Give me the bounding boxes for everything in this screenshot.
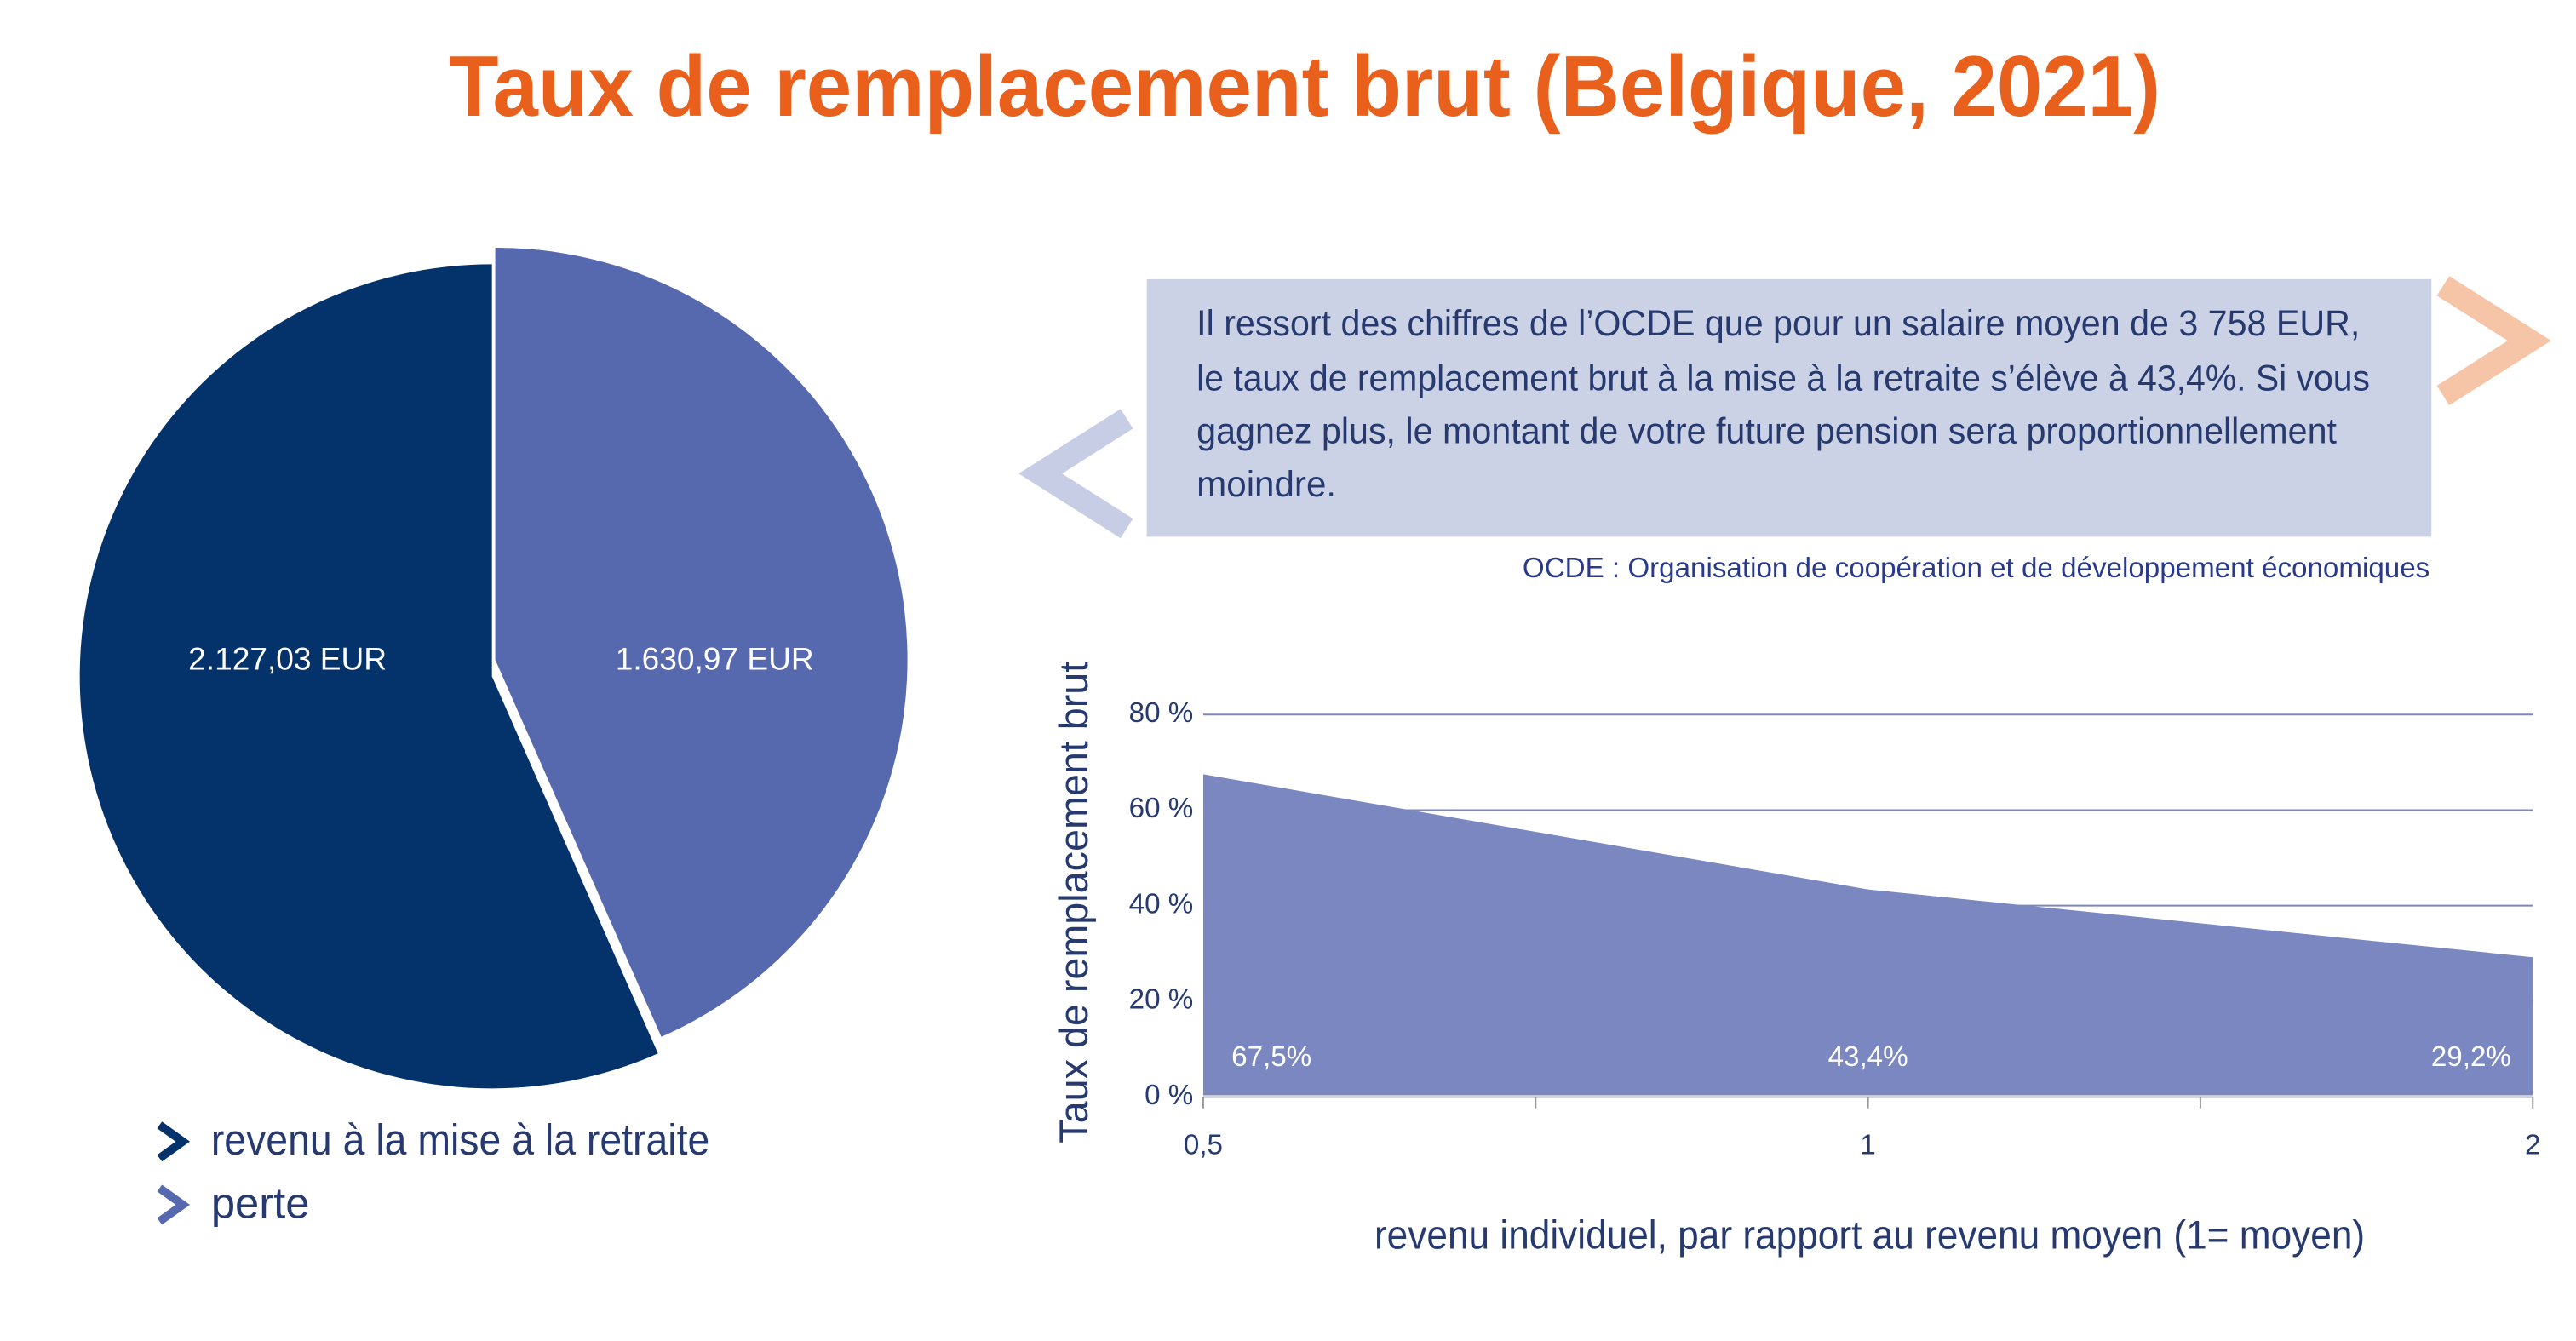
area (1202, 774, 2533, 1097)
y-tick-label: 20 % (1129, 984, 1194, 1016)
x-axis-label: revenu individuel, par rapport au revenu… (1374, 1212, 2365, 1257)
data-label: 67,5% (1231, 1041, 1311, 1073)
chevron-left (1018, 409, 1133, 539)
legend-marker (157, 1184, 191, 1225)
y-tick-label: 80 % (1129, 697, 1194, 729)
footnote: OCDE : Organisation de coopération et de… (1523, 553, 2430, 584)
pie-slice (79, 264, 658, 1089)
data-label: 29,2% (2431, 1041, 2511, 1073)
x-tick-label: 1 (1860, 1129, 1875, 1160)
data-label: 43,4% (1828, 1041, 1908, 1073)
callout-line: le taux de remplacement brut à la mise à… (1196, 358, 2370, 398)
legend-label: revenu à la mise à la retraite (211, 1115, 709, 1164)
legend-label: perte (211, 1178, 310, 1227)
slice-label: 1.630,97 EUR (616, 641, 814, 677)
callout-line: Il ressort des chiffres de l’OCDE que po… (1196, 303, 2360, 344)
callout-line: moindre. (1196, 464, 1336, 505)
y-tick-label: 0 % (1145, 1080, 1193, 1111)
x-tick-label: 2 (2525, 1129, 2540, 1160)
legend-marker (157, 1121, 191, 1162)
x-tick-label: 0,5 (1184, 1129, 1223, 1160)
title: Taux de remplacement brut (Belgique, 202… (449, 37, 2160, 135)
chevron-right (2436, 276, 2551, 406)
callout-box (1146, 278, 2432, 537)
y-axis-label: Taux de remplacement brut (1052, 662, 1096, 1143)
callout-line: gagnez plus, le montant de votre future … (1196, 411, 2337, 452)
y-tick-label: 60 % (1129, 793, 1194, 824)
y-tick-label: 40 % (1129, 888, 1194, 920)
pie-slice (495, 247, 908, 1037)
slice-label: 2.127,03 EUR (188, 641, 387, 677)
